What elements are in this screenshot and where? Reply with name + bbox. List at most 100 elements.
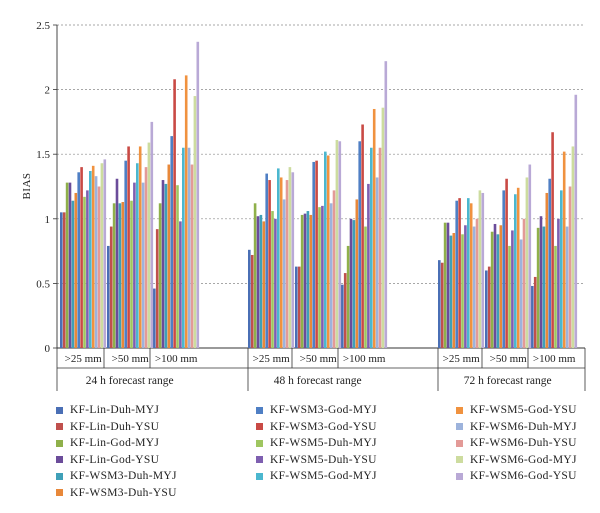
bar — [295, 266, 298, 348]
bar — [545, 192, 549, 348]
bar — [455, 200, 458, 348]
bar — [288, 167, 292, 348]
bar — [487, 266, 491, 348]
bar — [262, 221, 266, 348]
bar — [312, 161, 315, 348]
bar — [282, 199, 286, 348]
bar — [438, 260, 441, 348]
bar — [378, 147, 382, 348]
bar — [83, 196, 86, 348]
bar — [562, 151, 566, 348]
bar — [475, 218, 479, 348]
bar — [141, 182, 145, 348]
bar — [161, 180, 165, 348]
bar — [109, 226, 113, 348]
bar — [542, 226, 546, 348]
bar — [68, 182, 72, 348]
y-tick-label: 2.5 — [36, 20, 50, 32]
bar — [130, 200, 133, 348]
bar — [367, 183, 370, 348]
bar — [112, 203, 116, 348]
bar — [493, 223, 497, 348]
threshold-label: >50 mm — [112, 353, 150, 365]
bar — [306, 211, 310, 348]
bar — [496, 234, 500, 348]
bar — [514, 194, 517, 348]
bar — [461, 234, 464, 348]
bar — [150, 121, 154, 349]
bar — [248, 249, 251, 348]
bar — [86, 190, 89, 348]
bar — [179, 221, 182, 348]
bar — [124, 160, 127, 348]
bar — [173, 79, 176, 348]
bar — [440, 262, 444, 348]
y-tick-label: 0.5 — [36, 278, 50, 290]
threshold-label: >100 mm — [533, 353, 576, 365]
bar — [277, 168, 280, 348]
bar — [158, 203, 162, 348]
bar — [170, 136, 173, 348]
bar — [349, 218, 353, 348]
bar — [511, 230, 514, 348]
bar — [519, 239, 523, 348]
bar — [253, 203, 257, 348]
bar — [326, 155, 330, 348]
bar — [464, 225, 467, 348]
bar — [74, 192, 78, 348]
bar — [355, 199, 359, 348]
threshold-label: >100 mm — [343, 353, 386, 365]
bar — [193, 96, 197, 348]
forecast-range-label: 48 h forecast range — [274, 375, 362, 387]
bar — [144, 167, 148, 348]
bar — [502, 190, 505, 348]
bar — [352, 220, 356, 348]
bar — [528, 164, 532, 348]
bar — [335, 139, 339, 348]
bar — [560, 190, 563, 348]
bar — [458, 198, 461, 348]
bar — [265, 173, 268, 348]
bar — [136, 163, 139, 348]
bar — [338, 141, 342, 348]
bar — [329, 203, 333, 348]
bar — [182, 147, 185, 348]
bar — [256, 216, 260, 348]
bar — [279, 177, 283, 348]
bar — [568, 186, 572, 348]
bar — [505, 178, 508, 348]
bar — [176, 185, 179, 348]
threshold-label: >50 mm — [300, 353, 338, 365]
bar — [297, 266, 301, 348]
bar — [155, 229, 159, 348]
bar — [469, 203, 473, 348]
bar — [346, 245, 350, 348]
bar — [100, 163, 104, 348]
bar — [291, 172, 295, 348]
bar — [536, 227, 540, 348]
bar — [187, 147, 191, 348]
bar — [303, 213, 307, 348]
bar — [318, 207, 321, 348]
bar — [478, 190, 482, 348]
bar — [121, 202, 125, 348]
bar — [268, 180, 271, 348]
bar — [62, 212, 66, 348]
bar — [443, 222, 447, 348]
bar — [375, 177, 379, 348]
y-tick-label: 1.5 — [36, 149, 50, 161]
threshold-label: >25 mm — [65, 353, 103, 365]
threshold-label: >25 mm — [443, 353, 481, 365]
bar — [525, 177, 529, 348]
bar — [472, 226, 476, 348]
bar — [89, 170, 92, 348]
bar — [274, 218, 277, 348]
y-axis-title: BIAS — [21, 172, 33, 199]
bar — [80, 167, 83, 348]
bar — [341, 284, 344, 348]
bar — [557, 218, 560, 348]
bar — [554, 245, 557, 348]
bar — [364, 226, 367, 348]
bar — [522, 218, 526, 348]
bar — [94, 176, 98, 348]
